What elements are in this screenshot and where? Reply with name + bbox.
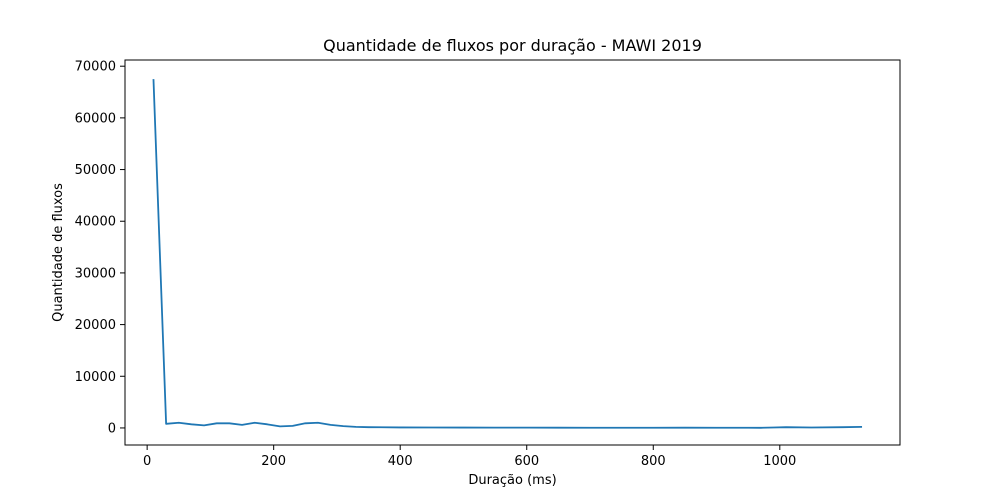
y-tick-label: 30000 xyxy=(75,266,116,281)
y-tick-label: 60000 xyxy=(75,111,116,126)
axis-ticks: 0 200 400 600 800 100001000020000300004000050… xyxy=(75,60,797,469)
x-tick-label: 800 xyxy=(641,454,666,469)
x-tick-label: 1000 xyxy=(763,454,796,469)
x-axis-label: Duração (ms) xyxy=(468,473,556,488)
y-tick-label: 40000 xyxy=(75,215,116,230)
series-layer xyxy=(152,79,863,429)
x-tick-label: 200 xyxy=(261,454,286,469)
y-tick-label: 70000 xyxy=(75,60,116,75)
y-tick-label: 20000 xyxy=(75,318,116,333)
y-tick-label: 50000 xyxy=(75,163,116,178)
plot-area-frame xyxy=(124,59,901,446)
series-line xyxy=(152,79,863,429)
x-tick-label: 0 xyxy=(143,454,151,469)
chart-title: Quantidade de fluxos por duração - MAWI … xyxy=(323,36,702,55)
y-axis-label: Quantidade de fluxos xyxy=(51,183,66,322)
y-tick-label: 10000 xyxy=(75,370,116,385)
x-tick-label: 400 xyxy=(388,454,413,469)
y-tick-label: 0 xyxy=(108,421,116,436)
x-tick-label: 600 xyxy=(514,454,539,469)
